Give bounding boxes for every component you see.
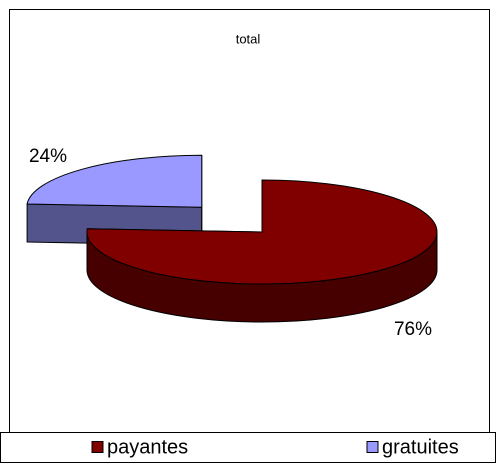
legend-swatch [366,441,379,453]
legend-label: gratuites [382,436,459,458]
legend-label: payantes [107,436,188,458]
data-label: 24% [29,146,67,167]
data-label: 76% [394,319,432,340]
chart-title: total [236,31,261,46]
legend-swatch [91,441,104,453]
pie-slice [86,179,438,285]
legend-box [0,432,496,463]
pie-slice [26,154,203,208]
